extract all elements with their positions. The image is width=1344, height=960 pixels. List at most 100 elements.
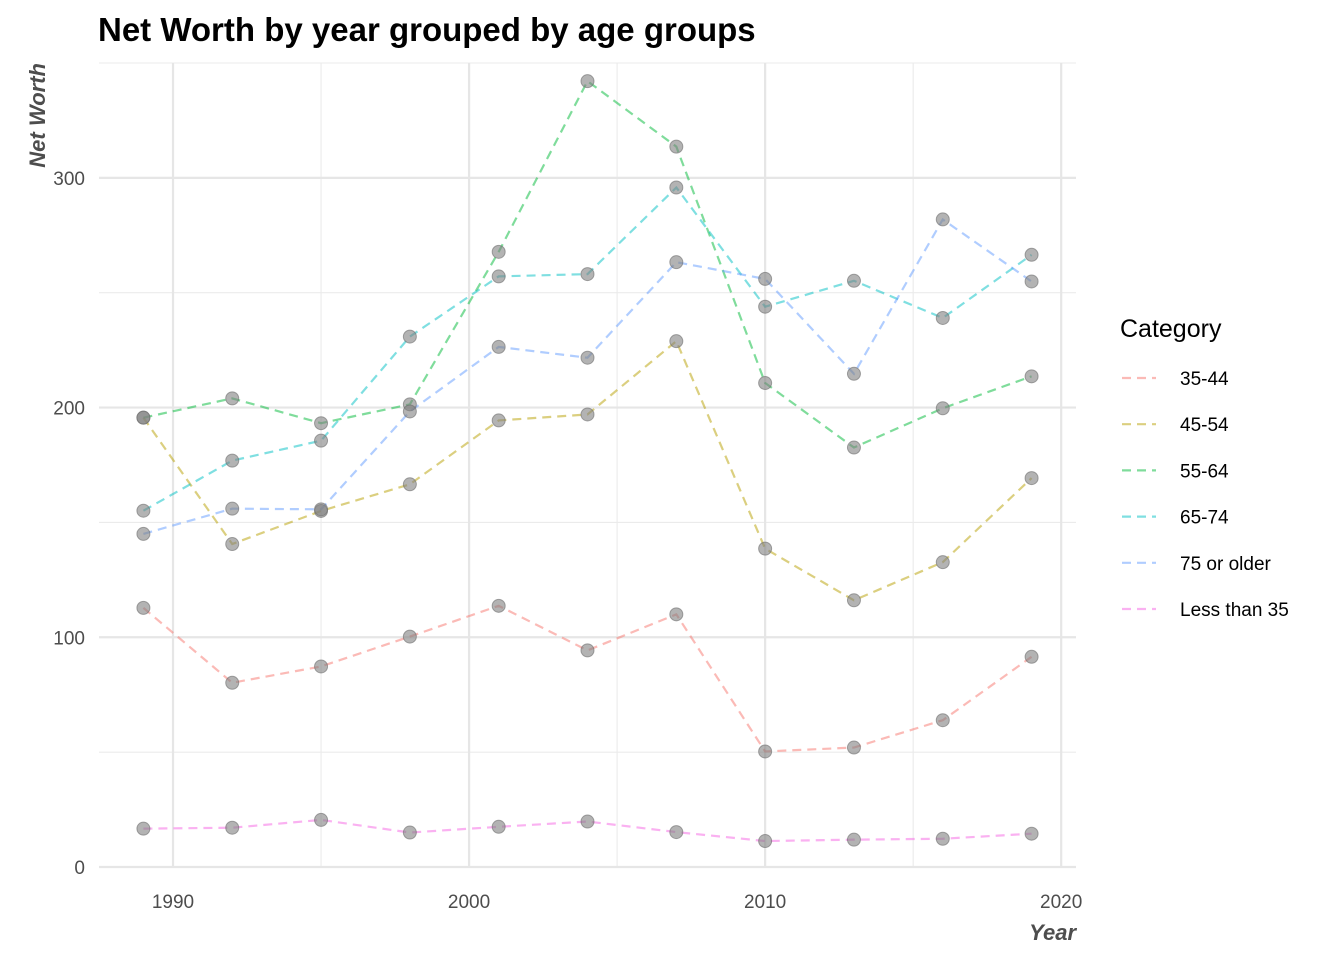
legend-item-55-64: 55-64 xyxy=(1122,461,1229,482)
series-line-75-or-older xyxy=(143,217,1033,535)
x-axis-title: Year xyxy=(1029,920,1077,945)
y-axis-tick-labels: 0 100 200 300 xyxy=(53,169,85,879)
data-point-65-74 xyxy=(491,269,506,284)
data-point-35-44 xyxy=(402,629,417,644)
data-point-75-or-older xyxy=(669,255,684,270)
data-point-35-44 xyxy=(935,713,950,728)
legend-label: 75 or older xyxy=(1180,554,1272,575)
data-point-55-64 xyxy=(225,391,240,406)
data-point-75-or-older xyxy=(1024,274,1039,289)
data-point-75-or-older xyxy=(491,339,506,354)
series-line-35-44 xyxy=(142,604,1033,753)
data-point-35-44 xyxy=(314,659,329,674)
data-point-55-64 xyxy=(846,440,861,455)
data-point-55-64 xyxy=(1024,369,1039,384)
data-point-55-64 xyxy=(491,244,506,259)
data-point-45-54 xyxy=(758,541,773,556)
data-point-65-74 xyxy=(1024,247,1039,262)
data-point-75-or-older xyxy=(758,271,773,286)
data-point-55-64 xyxy=(758,375,773,390)
data-point-75-or-older xyxy=(580,350,595,365)
legend-item-65-74: 65-74 xyxy=(1122,508,1229,529)
data-point-55-64 xyxy=(935,401,950,416)
data-point-less-than-35 xyxy=(136,821,151,836)
data-point-35-44 xyxy=(758,744,773,759)
data-point-less-than-35 xyxy=(314,812,329,827)
data-point-45-54 xyxy=(580,407,595,422)
data-point-65-74 xyxy=(580,267,595,282)
legend-item-45-54: 45-54 xyxy=(1122,415,1229,436)
data-point-65-74 xyxy=(136,503,151,518)
legend-label: 65-74 xyxy=(1180,508,1229,529)
data-point-less-than-35 xyxy=(225,820,240,835)
y-tick-label: 200 xyxy=(53,399,85,420)
data-point-75-or-older xyxy=(136,526,151,541)
legend-item-35-44: 35-44 xyxy=(1122,369,1229,390)
data-point-55-64 xyxy=(580,74,595,89)
data-point-less-than-35 xyxy=(758,834,773,849)
legend-label: Less than 35 xyxy=(1180,600,1289,621)
data-point-55-64 xyxy=(669,139,684,154)
x-tick-label: 2010 xyxy=(744,892,786,913)
series-lines xyxy=(142,79,1033,843)
data-point-45-54 xyxy=(491,413,506,428)
legend-title: Category xyxy=(1120,315,1222,343)
minor-gridlines xyxy=(99,62,1076,867)
legend-label: 55-64 xyxy=(1180,461,1229,482)
data-point-75-or-older xyxy=(846,366,861,381)
data-point-65-74 xyxy=(225,453,240,468)
data-point-45-54 xyxy=(846,593,861,608)
data-point-65-74 xyxy=(314,433,329,448)
data-point-less-than-35 xyxy=(491,819,506,834)
data-point-45-54 xyxy=(402,477,417,492)
data-point-35-44 xyxy=(669,607,684,622)
y-tick-label: 0 xyxy=(74,858,85,879)
chart-title: Net Worth by year grouped by age groups xyxy=(98,11,756,48)
legend-label: 45-54 xyxy=(1180,415,1229,436)
legend-item-75-or-older: 75 or older xyxy=(1122,554,1272,575)
x-tick-label: 1990 xyxy=(152,892,194,913)
data-point-35-44 xyxy=(1024,649,1039,664)
data-point-35-44 xyxy=(580,643,595,658)
legend-item-less-than-35: Less than 35 xyxy=(1122,600,1289,621)
data-point-65-74 xyxy=(402,329,417,344)
y-tick-label: 300 xyxy=(53,169,85,190)
data-point-35-44 xyxy=(136,600,151,615)
data-point-less-than-35 xyxy=(580,814,595,829)
series-line-65-74 xyxy=(142,185,1033,512)
y-tick-label: 100 xyxy=(53,628,85,649)
data-point-less-than-35 xyxy=(1024,826,1039,841)
x-axis-tick-labels: 1990 2000 2010 2020 xyxy=(152,892,1082,913)
data-point-65-74 xyxy=(758,299,773,314)
y-axis-title: Net Worth xyxy=(25,63,50,168)
data-point-75-or-older xyxy=(314,502,329,517)
data-point-35-44 xyxy=(846,740,861,755)
data-point-45-54 xyxy=(935,555,950,570)
series-line-45-54 xyxy=(142,339,1033,602)
data-point-less-than-35 xyxy=(935,831,950,846)
data-point-65-74 xyxy=(935,310,950,325)
data-point-45-54 xyxy=(669,334,684,349)
x-tick-label: 2020 xyxy=(1040,892,1082,913)
data-point-45-54 xyxy=(1024,471,1039,486)
legend: Category 35-44 45-54 55-64 65-74 75 or older… xyxy=(1120,315,1289,621)
series-line-55-64 xyxy=(143,79,1032,449)
series-line-less-than-35 xyxy=(143,818,1032,843)
data-point-75-or-older xyxy=(402,404,417,419)
major-gridlines xyxy=(99,63,1076,869)
data-point-35-44 xyxy=(491,598,506,613)
x-tick-label: 2000 xyxy=(448,892,490,913)
legend-label: 35-44 xyxy=(1180,369,1229,390)
data-point-less-than-35 xyxy=(669,825,684,840)
series-points xyxy=(136,74,1039,849)
data-point-55-64 xyxy=(314,416,329,431)
data-point-35-44 xyxy=(225,675,240,690)
data-point-65-74 xyxy=(846,273,861,288)
data-point-less-than-35 xyxy=(402,825,417,840)
data-point-75-or-older xyxy=(225,501,240,516)
data-point-65-74 xyxy=(669,180,684,195)
data-point-less-than-35 xyxy=(846,832,861,847)
data-point-55-64 xyxy=(136,410,151,425)
data-point-45-54 xyxy=(225,537,240,552)
